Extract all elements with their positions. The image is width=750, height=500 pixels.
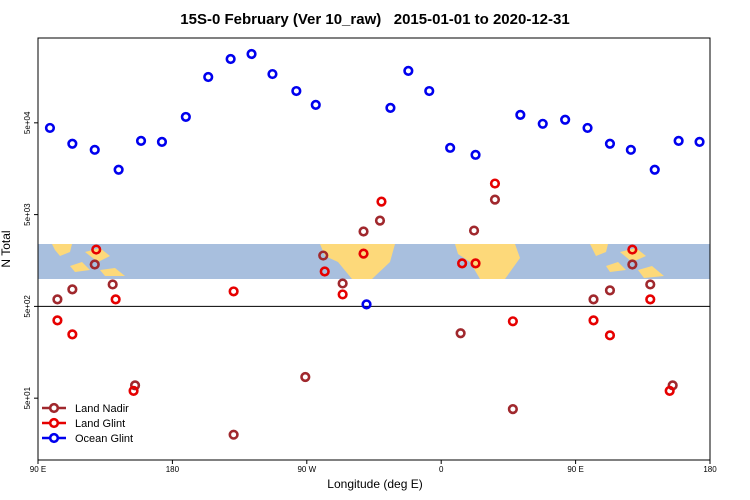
point (588, 294, 599, 305)
point (310, 99, 321, 110)
point (89, 259, 100, 270)
point (470, 149, 481, 160)
point (361, 299, 372, 310)
point (180, 111, 191, 123)
point (385, 102, 396, 113)
point (664, 385, 675, 397)
point (52, 315, 63, 326)
point (110, 294, 121, 305)
point (246, 48, 257, 60)
point (337, 278, 348, 289)
legend-label: Ocean Glint (75, 433, 133, 445)
x-axis-label: Longitude (deg E) (327, 477, 422, 491)
x-tick-label: 0 (439, 465, 444, 474)
point (89, 144, 100, 155)
chart-title: 15S-0 February (Ver 10_raw) 2015-01-01 t… (180, 11, 569, 28)
point (468, 225, 480, 236)
point (627, 259, 638, 270)
y-tick-label: 5e+02 (23, 295, 32, 318)
point (403, 65, 414, 76)
point (52, 294, 63, 305)
point (291, 85, 302, 97)
point (376, 196, 387, 207)
x-tick-label: 90 E (567, 465, 583, 474)
point (107, 279, 118, 290)
point (67, 329, 78, 340)
point (358, 226, 369, 237)
map-strip (38, 244, 710, 279)
legend-marker (48, 402, 60, 414)
point (694, 136, 705, 147)
point (507, 316, 518, 327)
point (537, 118, 548, 129)
point (588, 315, 599, 326)
point (113, 164, 124, 175)
point (625, 144, 636, 155)
y-tick-label: 5e+04 (23, 111, 32, 134)
point (374, 215, 386, 226)
point (135, 135, 147, 146)
y-tick-label: 5e+03 (23, 203, 32, 226)
point (582, 122, 593, 134)
point (489, 194, 501, 205)
point (457, 258, 468, 269)
point (424, 85, 435, 97)
point (358, 248, 369, 259)
legend-marker (48, 432, 60, 444)
point (91, 244, 102, 255)
point (604, 285, 616, 296)
point (128, 385, 139, 397)
point (44, 122, 56, 134)
point (649, 164, 660, 175)
point (67, 138, 78, 149)
point (156, 136, 168, 147)
point (129, 380, 141, 391)
point (515, 109, 526, 120)
point (228, 429, 239, 440)
x-tick-label: 180 (166, 465, 180, 474)
legend-marker (48, 417, 60, 429)
point (337, 289, 348, 300)
y-axis-label: N Total (0, 230, 13, 267)
legend-label: Land Glint (75, 418, 125, 430)
point (67, 284, 78, 295)
point (673, 135, 684, 146)
point (228, 286, 239, 297)
point (489, 178, 501, 189)
x-tick-label: 180 (703, 465, 717, 474)
point (470, 258, 481, 269)
x-tick-label: 90 W (297, 465, 316, 474)
point (267, 68, 278, 80)
point (507, 404, 518, 415)
point (604, 330, 616, 341)
point (319, 266, 330, 277)
plot-frame (37, 37, 711, 461)
point (318, 250, 329, 261)
point (300, 371, 311, 383)
y-tick-label: 5e+01 (23, 386, 32, 409)
point (645, 279, 656, 290)
point (560, 114, 571, 125)
x-tick-label: 90 E (30, 465, 46, 474)
point (645, 294, 656, 305)
point (225, 53, 236, 65)
point (627, 244, 638, 255)
point (203, 71, 214, 83)
legend-label: Land Nadir (75, 403, 129, 415)
point (445, 142, 456, 153)
point (604, 138, 616, 149)
point (455, 328, 466, 339)
